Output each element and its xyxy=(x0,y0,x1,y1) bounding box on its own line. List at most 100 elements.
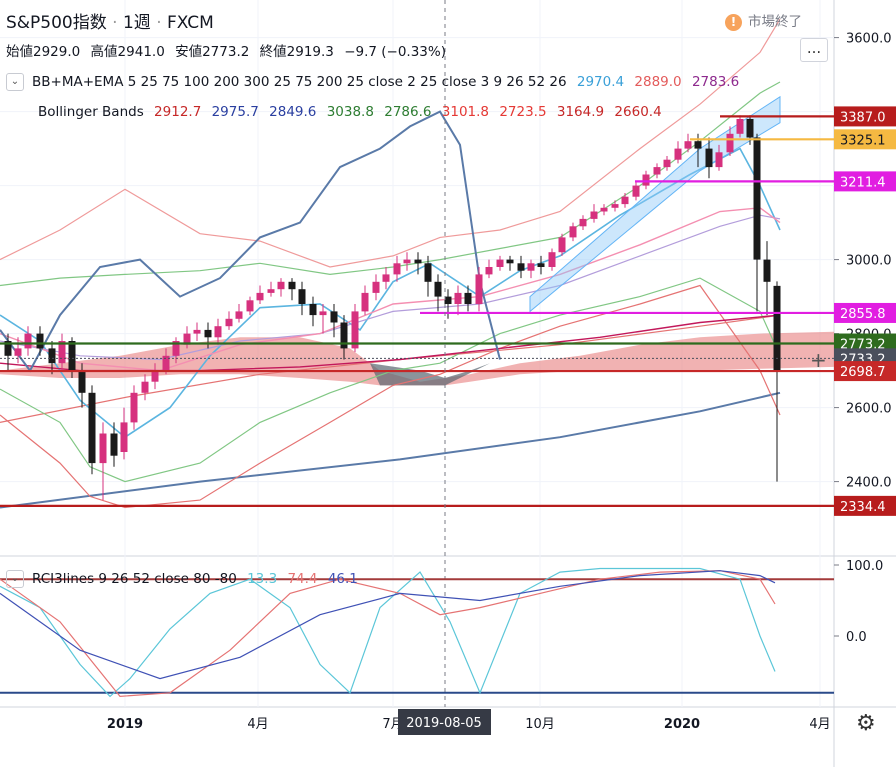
price-marker-label: 3211.4 xyxy=(840,175,886,190)
candle-body xyxy=(246,300,254,312)
candle-body xyxy=(330,311,338,323)
candle-body xyxy=(715,152,723,168)
candle-body xyxy=(256,292,264,301)
candle-body xyxy=(267,289,275,293)
bb-value-9: 2660.4 xyxy=(614,104,662,120)
price-marker-label: 3387.0 xyxy=(840,110,886,125)
candle-body xyxy=(485,267,493,275)
close-label: 終値 xyxy=(259,44,287,60)
candle-body xyxy=(424,263,432,282)
more-options-button[interactable]: ... xyxy=(800,38,828,62)
candle-body xyxy=(340,322,348,349)
crosshair-plus-icon[interactable]: + xyxy=(810,348,827,372)
rci-tick-label: 0.0 xyxy=(846,630,867,645)
candle-body xyxy=(393,263,401,275)
rci-9-line xyxy=(0,567,776,698)
symbol-title[interactable]: S&P500指数 · 1週 · FXCM xyxy=(6,13,214,33)
indicator-rci-legend[interactable]: ⌄ RCI3lines 9 26 52 close 80 -80 13.3 74.… xyxy=(6,570,358,588)
candle-body xyxy=(298,289,306,304)
candle-body xyxy=(496,259,504,267)
candle-body xyxy=(611,204,619,208)
high-label: 高値 xyxy=(90,44,118,60)
candle-body xyxy=(193,329,201,334)
rci-26-line xyxy=(0,570,776,698)
chikou-span-line xyxy=(0,110,501,373)
candle-body xyxy=(621,196,629,205)
candle-body xyxy=(642,174,650,186)
candle-body xyxy=(110,433,118,456)
price-marker-2855.8 xyxy=(834,302,896,323)
indicator-rci-name: RCI3lines 9 26 52 close 80 -80 xyxy=(32,571,237,587)
price-marker-3387.0 xyxy=(834,106,896,127)
candle-body xyxy=(288,281,296,290)
price-marker-label: 2698.7 xyxy=(840,365,886,380)
bb-value-5: 2786.6 xyxy=(384,104,432,120)
indicator-main-value-2: 2889.0 xyxy=(634,74,682,90)
candle-body xyxy=(141,381,149,393)
candle-body xyxy=(309,304,317,316)
candle-body xyxy=(590,211,598,219)
candle-body xyxy=(24,333,32,349)
candle-body xyxy=(48,348,56,364)
chart-header: S&P500指数 · 1週 · FXCM ! 市場終了 始値2929.0 高値29… xyxy=(0,0,834,120)
price-marker-2698.7 xyxy=(834,361,896,382)
ema-slow-line xyxy=(0,207,781,372)
candle-body xyxy=(454,292,462,304)
open-value: 2929.0 xyxy=(33,44,81,60)
price-marker-label: 2334.4 xyxy=(840,500,886,515)
ichimoku-cloud-negative xyxy=(370,363,490,386)
low-value: 2773.2 xyxy=(202,44,250,60)
candle-body xyxy=(235,311,243,319)
price-tick-label: 3600.0 xyxy=(846,32,892,47)
price-tick-label: 2600.0 xyxy=(846,402,892,417)
rci-tick-label: 100.0 xyxy=(846,559,883,574)
low-label: 安値 xyxy=(175,44,203,60)
price-marker-label: 2855.8 xyxy=(840,307,886,322)
bb-value-2: 2975.7 xyxy=(211,104,259,120)
rci-value-3: 46.1 xyxy=(327,571,358,587)
chevron-down-icon[interactable]: ⌄ xyxy=(6,570,24,588)
candle-body xyxy=(736,119,744,134)
candle-body xyxy=(569,226,577,238)
candle-body xyxy=(183,333,191,345)
rci-value-1: 13.3 xyxy=(247,571,278,587)
candle-body xyxy=(558,237,566,253)
candle-body xyxy=(414,259,422,264)
source-label: FXCM xyxy=(167,13,214,33)
rci-52-line xyxy=(0,570,776,680)
symbol-name: S&P500指数 xyxy=(6,13,107,33)
candle-body xyxy=(579,218,587,227)
indicator-main-legend[interactable]: ⌄ BB+MA+EMA 5 25 75 100 200 300 25 75 200… xyxy=(6,73,739,91)
candle-body xyxy=(214,326,222,338)
candle-body xyxy=(162,355,170,371)
chevron-down-icon[interactable]: ⌄ xyxy=(6,73,24,91)
price-marker-3325.1 xyxy=(834,129,896,150)
ma-300-line xyxy=(0,391,781,509)
indicator-bb-legend[interactable]: Bollinger Bands 2912.7 2975.7 2849.6 303… xyxy=(38,104,662,120)
ohlc-legend: 始値2929.0 高値2941.0 安値2773.2 終値2919.3 −9.7… xyxy=(6,40,446,60)
candle-body xyxy=(527,263,535,271)
candle-body xyxy=(78,370,86,393)
high-value: 2941.0 xyxy=(117,44,165,60)
candle-body xyxy=(694,141,702,149)
bb-value-6: 3101.8 xyxy=(441,104,490,120)
bb-value-4: 3038.8 xyxy=(326,104,374,120)
price-tick-label: 3000.0 xyxy=(846,254,892,269)
candle-body xyxy=(403,259,411,264)
candle-body xyxy=(14,348,22,356)
candle-body xyxy=(653,167,661,175)
market-status[interactable]: ! 市場終了 xyxy=(725,10,802,31)
candle-body xyxy=(684,141,692,149)
candle-body xyxy=(36,333,44,349)
regression-channel xyxy=(529,95,781,313)
gear-icon[interactable]: ⚙ xyxy=(856,711,876,736)
bb-value-8: 3164.9 xyxy=(556,104,605,120)
time-tick-label: 10月 xyxy=(525,717,555,732)
crosshair-time-marker xyxy=(398,709,491,735)
indicator-main-value-3: 2783.6 xyxy=(691,74,740,90)
candle-body xyxy=(372,281,380,293)
close-value: 2919.3 xyxy=(286,44,334,60)
price-marker-label: 3325.1 xyxy=(840,133,886,148)
candle-body xyxy=(537,263,545,267)
